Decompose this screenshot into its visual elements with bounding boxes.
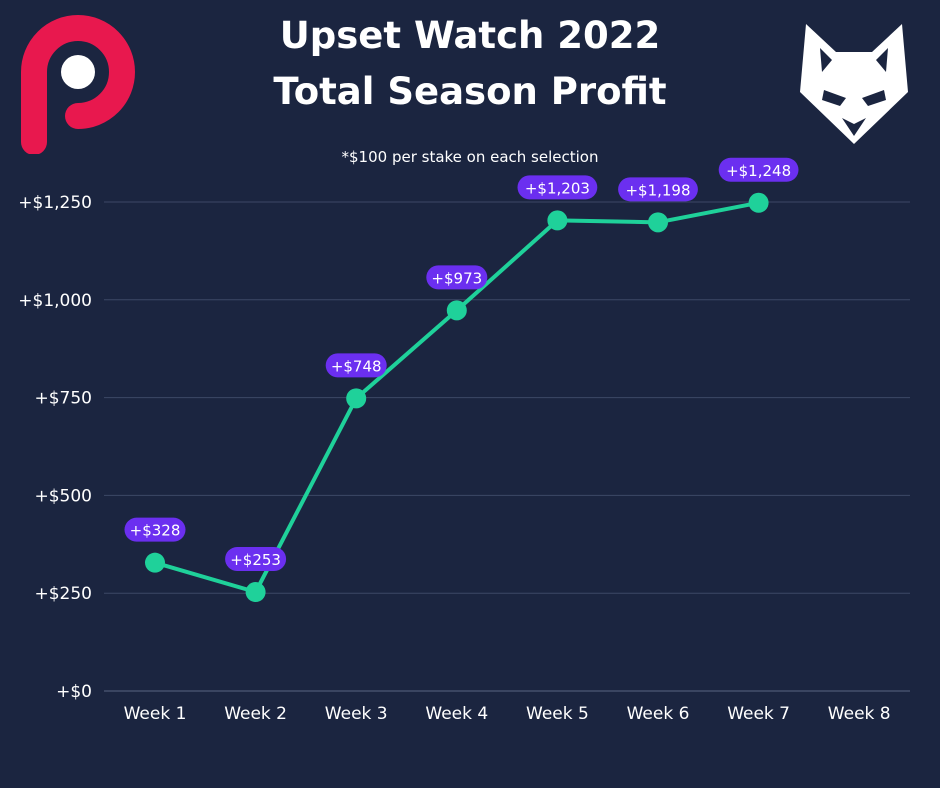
data-label-bg (225, 547, 287, 572)
data-label-bg (718, 157, 799, 182)
y-tick-label: +$1,000 (18, 291, 92, 311)
p-logo-icon (20, 14, 140, 158)
x-tick-label: Week 7 (727, 704, 790, 724)
data-point (648, 212, 668, 233)
data-label: +$253 (230, 551, 281, 569)
data-point (748, 192, 769, 213)
chart-subtitle: *$100 per stake on each selection (341, 148, 599, 166)
x-tick-label: Week 2 (224, 704, 287, 724)
x-tick-label: Week 4 (425, 704, 488, 724)
data-label: +$1,198 (625, 181, 690, 199)
data-label-bg (517, 175, 598, 200)
data-label: +$328 (130, 522, 181, 540)
data-label-bg (426, 265, 488, 290)
y-tick-label: +$500 (34, 486, 92, 506)
x-tick-label: Week 5 (526, 704, 589, 724)
y-tick-label: +$0 (56, 682, 92, 702)
x-tick-label: Week 3 (325, 704, 388, 724)
x-tick-label: Week 1 (124, 704, 187, 724)
wolf-logo-icon (798, 20, 910, 150)
y-tick-label: +$250 (34, 584, 92, 604)
y-tick-label: +$750 (34, 389, 92, 409)
data-point (346, 388, 367, 409)
chart-title-line1: Upset Watch 2022 (279, 14, 661, 57)
x-tick-label: Week 8 (828, 704, 891, 724)
data-label-bg (124, 517, 186, 542)
x-tick-label: Week 6 (627, 704, 690, 724)
data-point (446, 300, 467, 321)
data-point (547, 210, 568, 231)
y-tick-label: +$1,250 (18, 193, 92, 213)
data-label-bg (325, 353, 387, 378)
data-label: +$1,248 (726, 162, 791, 180)
data-label: +$1,203 (525, 179, 590, 197)
data-label: +$748 (331, 357, 382, 375)
data-label-bg (618, 177, 698, 202)
data-point (245, 582, 266, 603)
chart-title-line2: Total Season Profit (273, 70, 667, 113)
data-point (145, 552, 165, 573)
data-label: +$973 (431, 269, 482, 287)
